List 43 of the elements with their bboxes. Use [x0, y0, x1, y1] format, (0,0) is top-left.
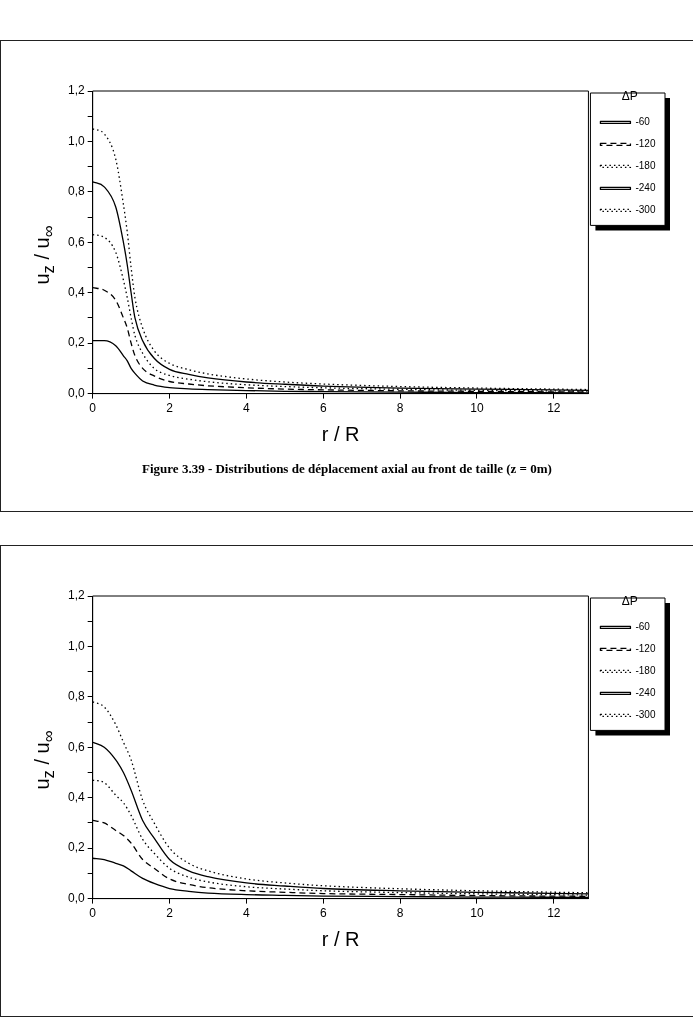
x-tick-label: 0: [89, 401, 97, 416]
x-axis-title: r / R: [321, 422, 360, 445]
legend-label: -180: [635, 160, 662, 172]
x-tick-label: 4: [243, 906, 251, 921]
y-tick-label: 1,2: [67, 588, 85, 603]
x-tick-label: 6: [319, 401, 327, 416]
y-tick-label: 0,8: [67, 689, 85, 704]
x-tick-label: 6: [319, 906, 327, 921]
legend-label: -240: [635, 182, 662, 194]
x-tick-label: 8: [396, 401, 404, 416]
y-tick-label: 0,0: [67, 890, 85, 905]
x-tick-label: 12: [547, 401, 561, 416]
legend-label: -180: [635, 665, 662, 677]
legend-label: -240: [635, 687, 662, 699]
x-tick-label: 4: [243, 401, 251, 416]
legend-label: -60: [635, 116, 656, 128]
x-tick-label: 2: [166, 401, 174, 416]
legend-label: -300: [635, 709, 662, 721]
y-tick-label: 1,0: [67, 133, 85, 148]
y-tick-label: 0,2: [67, 335, 85, 350]
legend-label: -120: [635, 138, 662, 150]
y-tick-label: 0,6: [67, 234, 85, 249]
legend-label: -300: [635, 204, 662, 216]
y-tick-label: 1,0: [67, 638, 85, 653]
x-tick-label: 0: [89, 906, 97, 921]
x-tick-label: 10: [470, 401, 484, 416]
y-tick-label: 0,4: [67, 285, 85, 300]
x-axis-title: r / R: [321, 927, 360, 950]
y-tick-label: 0,8: [67, 184, 85, 199]
caption: Figure 3.39 - Distributions de déplacement axial au front de taille (z = 0m): [141, 461, 553, 477]
x-tick-label: 12: [547, 906, 561, 921]
y-tick-label: 0,4: [67, 790, 85, 805]
y-tick-label: 0,0: [67, 385, 85, 400]
y-tick-label: 0,2: [67, 840, 85, 855]
legend-label: -120: [635, 643, 662, 655]
x-tick-label: 2: [166, 906, 174, 921]
legend-title: ΔP: [621, 594, 638, 609]
legend-title: ΔP: [621, 89, 638, 104]
x-tick-label: 10: [470, 906, 484, 921]
legend-label: -60: [635, 621, 656, 633]
x-tick-label: 8: [396, 906, 404, 921]
y-tick-label: 0,6: [67, 739, 85, 754]
y-tick-label: 1,2: [67, 83, 85, 98]
